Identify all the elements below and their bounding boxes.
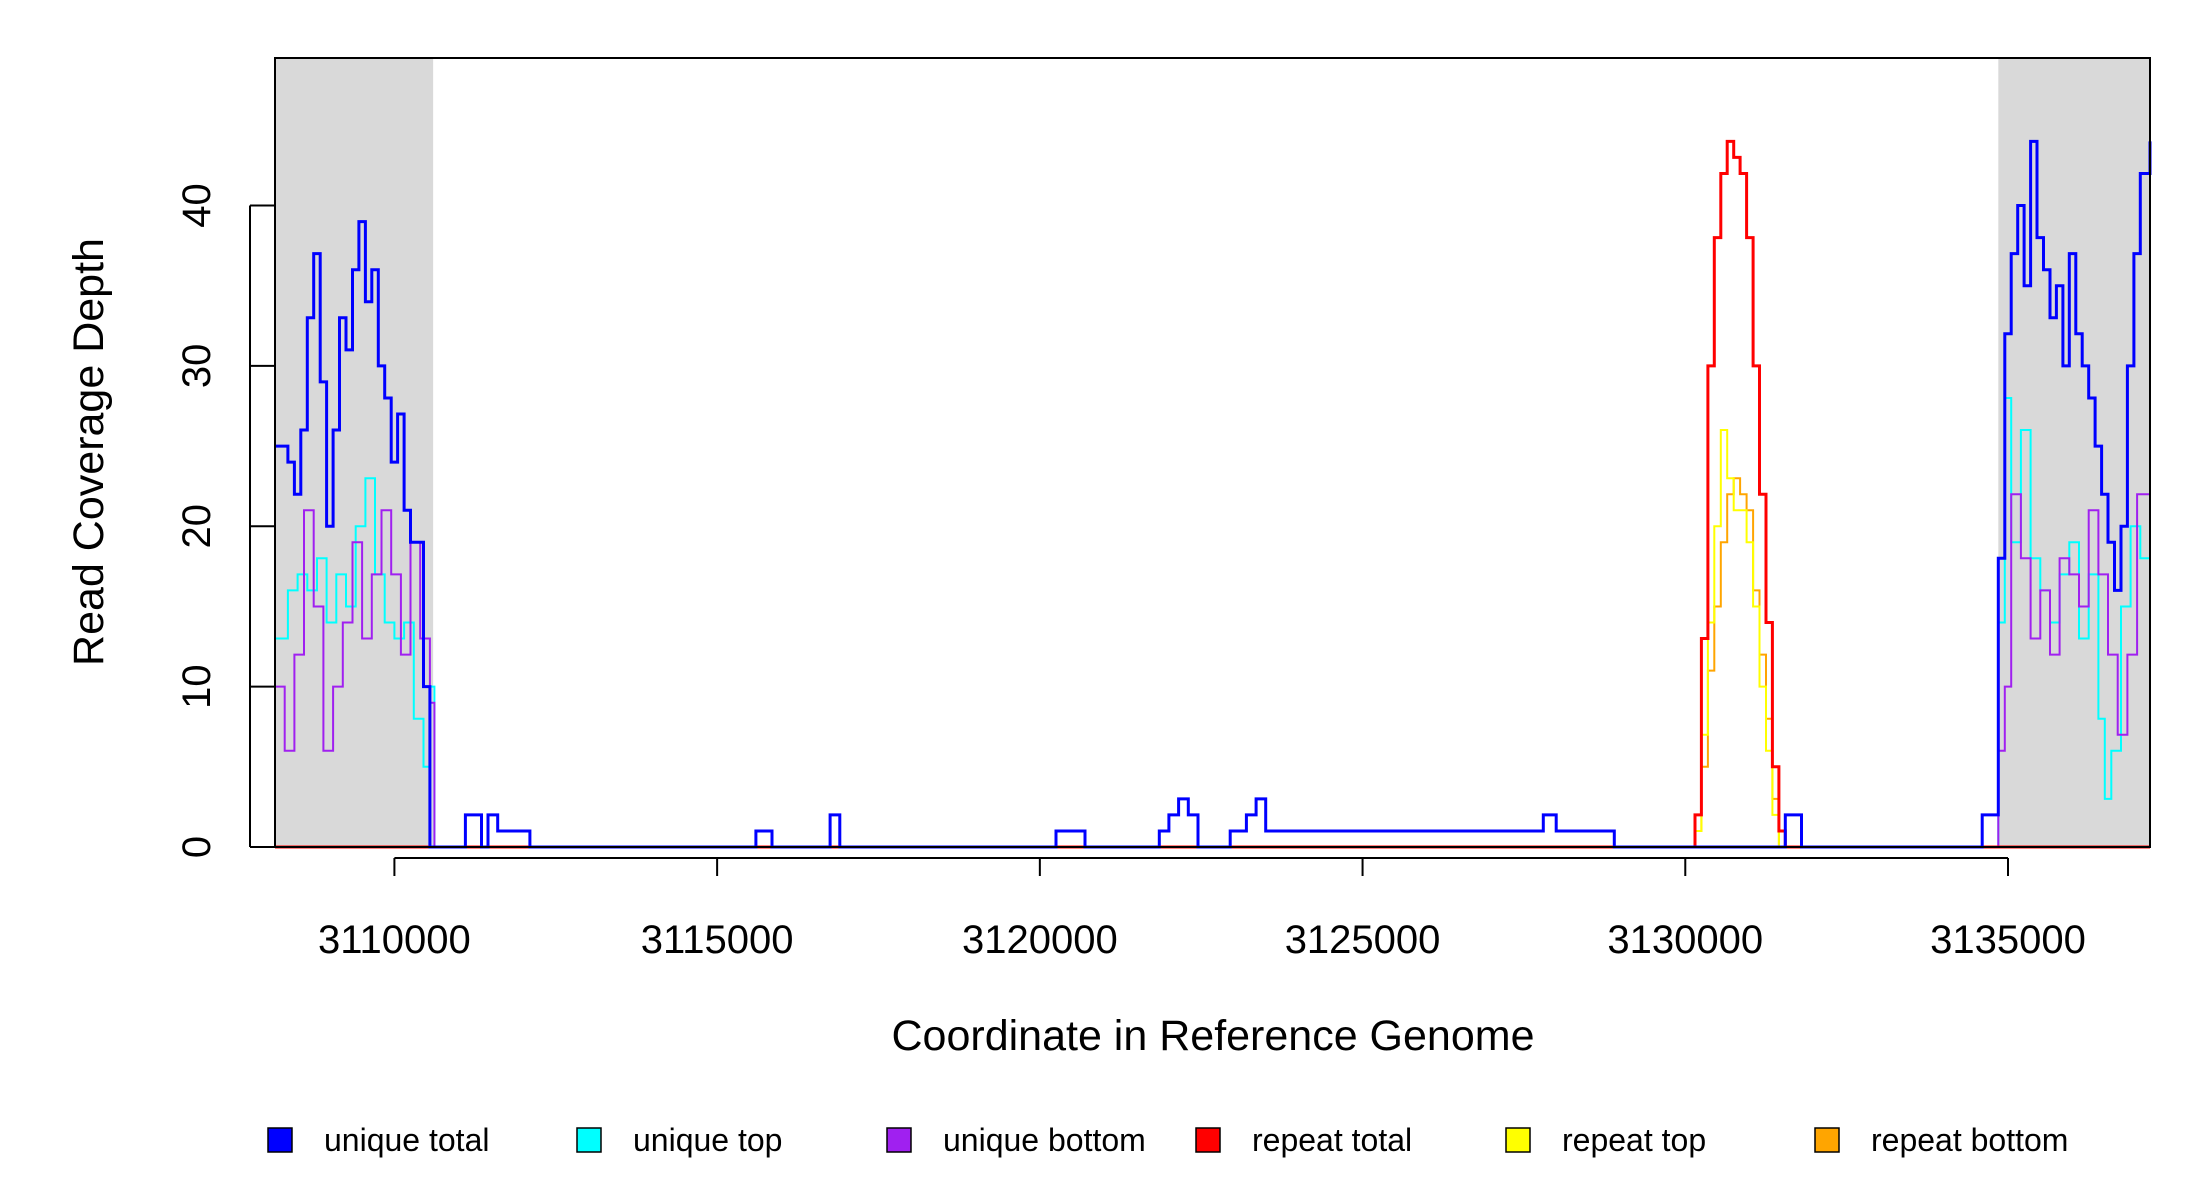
series-lines	[275, 139, 2152, 849]
y-tick-label: 20	[175, 504, 219, 549]
axes: 3110000 3115000 3120000 3125000 3130000 31350…	[175, 183, 2086, 962]
y-tick-label: 30	[175, 344, 219, 389]
legend-label: unique bottom	[943, 1122, 1146, 1158]
legend-swatch	[1505, 1127, 1531, 1153]
x-tick-label: 3125000	[1285, 918, 1441, 962]
x-tick-label: 3130000	[1607, 918, 1763, 962]
legend-label: unique total	[324, 1122, 489, 1158]
x-tick-label: 3135000	[1930, 918, 2086, 962]
series-line-repeat-bottom	[275, 477, 2150, 848]
x-axis-title: Coordinate in Reference Genome	[892, 1012, 1535, 1060]
x-tick-label: 3120000	[962, 918, 1118, 962]
series-line-unique-bottom	[275, 493, 2151, 848]
shaded-region-1	[1998, 58, 2150, 847]
legend-swatch	[267, 1127, 293, 1153]
x-tick-label: 3115000	[641, 918, 794, 962]
legend-swatch	[886, 1127, 912, 1153]
y-tick-label: 40	[175, 183, 219, 228]
legend-swatch	[1814, 1127, 1840, 1153]
y-axis-title: Read Coverage Depth	[65, 238, 113, 666]
y-tick-label: 0	[175, 836, 219, 858]
legend-label: repeat bottom	[1871, 1122, 2068, 1158]
series-line-unique-top	[275, 397, 2150, 848]
legend-swatch	[1195, 1127, 1221, 1153]
series-line-unique-total	[275, 139, 2152, 849]
plot-frame	[274, 57, 2151, 848]
legend-label: unique top	[633, 1122, 782, 1158]
legend-label: repeat total	[1252, 1122, 1412, 1158]
series-line-repeat-total	[275, 139, 2150, 849]
series-line-repeat-top	[275, 429, 2150, 848]
legend-label: repeat top	[1562, 1122, 1706, 1158]
x-tick-label: 3110000	[318, 918, 471, 962]
legend: unique total unique top unique bottom repea…	[267, 1122, 2068, 1158]
shaded-regions	[275, 58, 2150, 847]
shaded-region-0	[275, 58, 434, 847]
y-tick-label: 10	[175, 664, 219, 709]
legend-swatch	[576, 1127, 602, 1153]
